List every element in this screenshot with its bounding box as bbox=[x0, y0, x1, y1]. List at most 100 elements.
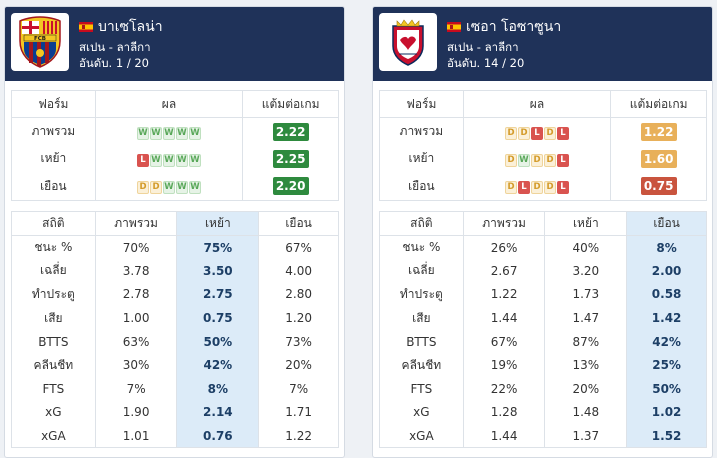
team-logo[interactable] bbox=[379, 13, 437, 71]
stats-col-header[interactable]: เยือน bbox=[258, 211, 339, 236]
stat-value: 42% bbox=[176, 353, 260, 378]
stats-row: ทำประตู 1.22 1.73 0.58 bbox=[379, 282, 707, 307]
result-badge[interactable]: W bbox=[176, 181, 188, 194]
stat-value: 3.50 bbox=[176, 259, 260, 283]
result-col-header: ผล bbox=[462, 90, 612, 118]
stat-label: BTTS bbox=[11, 329, 96, 354]
form-row-label: เหย้า bbox=[11, 145, 96, 173]
stat-label: เฉลี่ย bbox=[11, 259, 96, 283]
result-badge[interactable]: D bbox=[531, 153, 543, 167]
result-badge[interactable]: D bbox=[505, 181, 517, 194]
stats-col-header[interactable]: ภาพรวม bbox=[94, 211, 178, 236]
stat-label: เสีย bbox=[379, 306, 464, 330]
result-badge[interactable]: D bbox=[544, 126, 556, 140]
team-logo[interactable]: FCB bbox=[11, 13, 69, 71]
result-badge[interactable]: W bbox=[150, 153, 162, 167]
stats-col-header[interactable]: เหย้า bbox=[544, 211, 628, 236]
team-name-text[interactable]: เซอา โอซาซูนา bbox=[466, 19, 562, 35]
result-badge[interactable]: W bbox=[137, 126, 149, 140]
ppg-col-header: แต้มต่อเกม bbox=[610, 90, 707, 118]
stats-col-header[interactable]: เหย้า bbox=[176, 211, 260, 236]
stats-row: คลีนชีท 19% 13% 25% bbox=[379, 353, 707, 378]
osasuna-crest-icon bbox=[392, 19, 424, 66]
result-badge[interactable]: D bbox=[518, 126, 530, 140]
stat-value: 2.78 bbox=[94, 282, 178, 307]
stat-value: 20% bbox=[258, 353, 339, 378]
stat-label: เฉลี่ย bbox=[379, 259, 464, 283]
result-badge[interactable]: W bbox=[189, 181, 201, 194]
spain-flag-icon bbox=[79, 22, 93, 32]
team-name-text[interactable]: บาเซโลน่า bbox=[98, 19, 163, 35]
stat-value: 1.73 bbox=[544, 282, 628, 307]
stat-value: 8% bbox=[626, 235, 707, 260]
spain-flag-icon bbox=[447, 22, 461, 32]
result-badge[interactable]: D bbox=[137, 181, 149, 194]
result-badge[interactable]: W bbox=[518, 153, 530, 167]
stat-value: 1.71 bbox=[258, 400, 339, 425]
stats-row: คลีนชีท 30% 42% 20% bbox=[11, 353, 339, 378]
stats-col-header[interactable]: เยือน bbox=[626, 211, 707, 236]
ppg-badge: 1.60 bbox=[640, 149, 677, 168]
stat-value: 0.58 bbox=[626, 282, 707, 307]
stat-value: 63% bbox=[94, 329, 178, 354]
stat-value: 40% bbox=[544, 235, 628, 260]
stats-col-header[interactable]: ภาพรวม bbox=[462, 211, 546, 236]
result-badge[interactable]: D bbox=[544, 153, 556, 167]
result-badge[interactable]: W bbox=[163, 126, 175, 140]
form-row: เยือน D L D D L 0.75 bbox=[379, 172, 707, 200]
stats-row: FTS 22% 20% 50% bbox=[379, 377, 707, 401]
result-badge[interactable]: W bbox=[189, 126, 201, 140]
form-row: ภาพรวม D D L D L 1.22 bbox=[379, 117, 707, 145]
result-badge[interactable]: W bbox=[189, 153, 201, 167]
stats-row: FTS 7% 8% 7% bbox=[11, 377, 339, 401]
form-section: ฟอร์ม ผล แต้มต่อเกม ภาพรวม D D L D L 1.22 เหย้า… bbox=[379, 90, 707, 201]
team-name[interactable]: เซอา โอซาซูนา bbox=[447, 16, 561, 38]
result-badge[interactable]: D bbox=[531, 181, 543, 194]
stat-label: ทำประตู bbox=[11, 282, 96, 307]
stat-value: 1.20 bbox=[258, 306, 339, 330]
stat-value: 1.01 bbox=[94, 424, 178, 448]
stat-value: 30% bbox=[94, 353, 178, 378]
form-col-header: ฟอร์ม bbox=[11, 90, 96, 118]
result-badge[interactable]: W bbox=[163, 181, 175, 194]
ppg-cell: 1.60 bbox=[610, 145, 707, 173]
stats-row: xG 1.90 2.14 1.71 bbox=[11, 400, 339, 425]
result-badge[interactable]: L bbox=[137, 153, 149, 167]
result-badge[interactable]: D bbox=[544, 181, 556, 194]
team-header: FCB บาเซโลน่า สเปน - ลาลีกา อันดับ. 1 / … bbox=[5, 7, 344, 81]
result-badge[interactable]: D bbox=[505, 126, 517, 140]
stats-col-header[interactable]: สถิติ bbox=[11, 211, 96, 236]
stats-section: สถิติ ภาพรวม เหย้า เยือน ชนะ % 26% 40% 8% เฉลี่… bbox=[379, 211, 707, 449]
team-card-osasuna: เซอา โอซาซูนา สเปน - ลาลีกา อันดับ. 14 /… bbox=[372, 6, 713, 458]
stat-value: 50% bbox=[626, 377, 707, 401]
form-row-label: เหย้า bbox=[379, 145, 464, 173]
stat-value: 20% bbox=[544, 377, 628, 401]
stat-value: 87% bbox=[544, 329, 628, 354]
result-badge[interactable]: W bbox=[176, 153, 188, 167]
result-badge[interactable]: L bbox=[557, 126, 569, 140]
result-badge[interactable]: L bbox=[557, 181, 569, 194]
ppg-cell: 2.25 bbox=[242, 145, 339, 173]
stats-body: ชนะ % 70% 75% 67% เฉลี่ย 3.78 3.50 4.00 ทำประตู 2… bbox=[11, 235, 339, 448]
stat-value: 1.00 bbox=[94, 306, 178, 330]
result-badge[interactable]: W bbox=[163, 153, 175, 167]
ppg-cell: 0.75 bbox=[610, 172, 707, 200]
stat-value: 1.48 bbox=[544, 400, 628, 425]
result-badge[interactable]: L bbox=[557, 153, 569, 167]
form-row-label: เยือน bbox=[379, 172, 464, 200]
stat-value: 0.75 bbox=[176, 306, 260, 330]
team-name[interactable]: บาเซโลน่า bbox=[79, 16, 163, 38]
stat-label: BTTS bbox=[379, 329, 464, 354]
stats-row: BTTS 63% 50% 73% bbox=[11, 329, 339, 354]
stats-col-header[interactable]: สถิติ bbox=[379, 211, 464, 236]
result-badge[interactable]: W bbox=[150, 126, 162, 140]
result-badge[interactable]: D bbox=[150, 181, 162, 194]
result-badge[interactable]: D bbox=[505, 153, 517, 167]
result-badge[interactable]: W bbox=[176, 126, 188, 140]
ppg-badge: 1.22 bbox=[640, 122, 677, 141]
result-badge[interactable]: L bbox=[518, 181, 530, 194]
form-header-row: ฟอร์ม ผล แต้มต่อเกม bbox=[11, 90, 339, 118]
result-badge[interactable]: L bbox=[531, 126, 543, 140]
ppg-cell: 2.22 bbox=[242, 117, 339, 145]
